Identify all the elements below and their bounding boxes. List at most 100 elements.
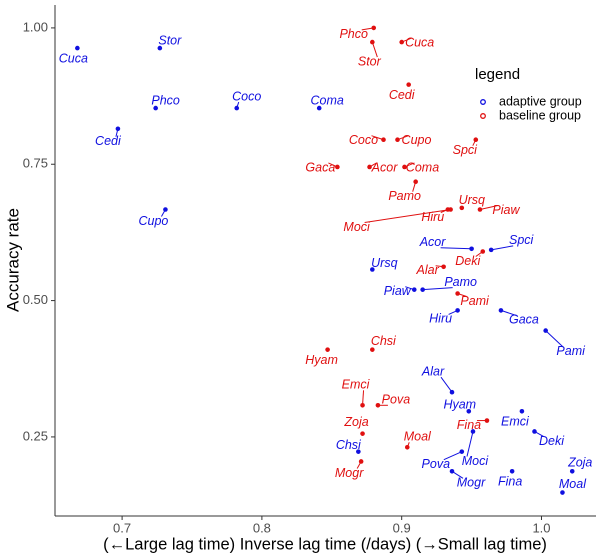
leader-line <box>491 245 514 251</box>
leader-line <box>422 287 453 291</box>
y-tick-label: 0.75 <box>23 156 48 171</box>
point-label: Gaca <box>305 160 335 174</box>
point <box>509 468 515 474</box>
point <box>459 449 465 454</box>
point <box>360 402 365 408</box>
point <box>370 267 375 272</box>
point <box>569 468 575 474</box>
point <box>371 25 377 31</box>
point <box>519 408 525 414</box>
point <box>360 431 365 436</box>
point <box>411 287 417 292</box>
point-label: Pova <box>382 393 411 407</box>
point <box>153 105 158 111</box>
point <box>406 82 411 87</box>
point-label: Alar <box>421 365 445 379</box>
point-label: Cuca <box>59 51 88 65</box>
point <box>115 126 121 132</box>
legend-label: baseline group <box>499 108 581 122</box>
leader-line <box>371 41 378 58</box>
y-axis-title: Accuracy rate <box>3 208 22 312</box>
x-tick-label: 0.7 <box>113 520 131 535</box>
point <box>469 246 474 252</box>
point-label: Moal <box>404 430 432 444</box>
legend-label: adaptive group <box>499 94 582 108</box>
point <box>543 328 548 333</box>
point-label: Fina <box>457 418 481 432</box>
point-label: Moal <box>559 477 587 491</box>
point-label: Hiru <box>429 312 452 326</box>
point <box>367 164 372 170</box>
point-label: Phco <box>339 27 368 41</box>
point <box>477 207 483 212</box>
point <box>399 39 404 45</box>
point <box>449 389 455 395</box>
x-tick-label: 1.0 <box>532 520 550 535</box>
point <box>75 45 80 51</box>
leader-line <box>466 431 474 457</box>
point-label: Pami <box>556 344 586 358</box>
point <box>375 402 381 408</box>
x-tick-label: 0.9 <box>393 520 411 535</box>
point-label: Chsi <box>371 334 397 348</box>
point-label: Piaw <box>384 284 412 298</box>
point <box>470 429 476 434</box>
leader-line <box>364 209 451 224</box>
point-label: Cuca <box>405 35 434 49</box>
point-label: Stor <box>158 33 182 47</box>
point-label: Deki <box>455 254 481 268</box>
legend-title: legend <box>475 66 520 83</box>
point-label: Fina <box>498 475 522 489</box>
leader-line <box>440 376 453 393</box>
point <box>449 468 455 474</box>
point-label: Cedi <box>95 134 122 148</box>
point <box>532 429 537 434</box>
point-label: Coco <box>232 89 261 103</box>
point <box>473 137 479 143</box>
y-tick-label: 1.00 <box>23 19 48 34</box>
point <box>459 205 465 211</box>
point-label: Mogr <box>335 466 364 480</box>
point-label: Stor <box>358 54 382 68</box>
point-label: Ursq <box>371 256 397 270</box>
leader-line <box>443 451 463 461</box>
point <box>441 264 446 270</box>
point-label: Pamo <box>388 189 421 203</box>
point <box>498 308 504 313</box>
point <box>234 105 240 111</box>
point <box>466 408 472 414</box>
point-label: Coma <box>311 93 344 107</box>
leader-line <box>362 390 365 406</box>
point-label: Alar <box>416 263 440 277</box>
leader-line <box>479 205 499 210</box>
point-label: Pova <box>422 457 451 471</box>
legend-key <box>480 99 486 105</box>
leader-line <box>440 247 472 250</box>
point-label: Mogr <box>457 476 486 490</box>
y-tick-label: 0.25 <box>23 428 48 443</box>
point-label: Emci <box>342 378 371 392</box>
point <box>370 39 375 45</box>
point <box>455 291 460 296</box>
point <box>395 137 400 143</box>
x-tick-label: 0.8 <box>253 520 271 535</box>
point <box>358 459 364 464</box>
point-label: Moci <box>462 454 490 468</box>
point-label: Hyam <box>443 398 476 412</box>
point <box>157 45 163 51</box>
point <box>356 449 361 454</box>
point-label: Zoja <box>567 456 592 470</box>
point <box>404 444 410 450</box>
point-label: Emci <box>501 415 530 429</box>
point <box>370 347 375 352</box>
point <box>420 287 425 292</box>
point <box>560 490 565 495</box>
point <box>335 164 340 170</box>
point <box>413 179 418 184</box>
point-label: Spci <box>509 233 535 247</box>
point-label: Cupo <box>402 133 432 147</box>
point-label: Hyam <box>305 353 338 367</box>
point-label: Cupo <box>138 214 168 228</box>
point-label: Pami <box>460 294 490 308</box>
point <box>480 249 486 254</box>
